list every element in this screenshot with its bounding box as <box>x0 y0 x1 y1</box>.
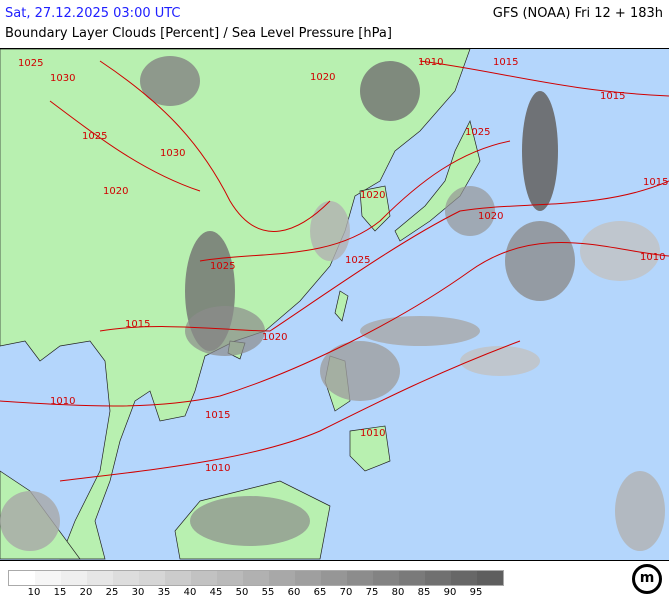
legend-label: 70 <box>339 587 353 598</box>
legend-label: 40 <box>183 587 197 598</box>
taiwan <box>334 290 349 322</box>
legend-swatch <box>373 571 399 585</box>
legend-label: 15 <box>53 587 67 598</box>
legend-label: 45 <box>209 587 223 598</box>
legend-swatch <box>295 571 321 585</box>
legend-swatch <box>87 571 113 585</box>
legend-swatch <box>347 571 373 585</box>
legend-label: 10 <box>27 587 41 598</box>
legend-swatch <box>321 571 347 585</box>
mindanao <box>349 425 391 472</box>
legend-swatch <box>9 571 35 585</box>
isobar-label: 1020 <box>360 190 385 201</box>
cloud-legend <box>8 570 504 586</box>
legend-label: 80 <box>391 587 405 598</box>
model-run: GFS (NOAA) Fri 12 + 183h <box>492 6 663 21</box>
isobar-label: 1025 <box>465 127 490 138</box>
map-title: Boundary Layer Clouds [Percent] / Sea Le… <box>5 26 392 41</box>
legend-swatch <box>191 571 217 585</box>
isobar-label: 1015 <box>643 177 668 188</box>
legend-swatch <box>477 571 503 585</box>
weather-map[interactable]: 1025 1030 1020 1015 1010 1025 1020 1015 … <box>0 48 669 561</box>
legend-swatch <box>451 571 477 585</box>
legend-label: 55 <box>261 587 275 598</box>
isobar-label: 1025 <box>210 261 235 272</box>
legend-swatch <box>269 571 295 585</box>
legend-label: 75 <box>365 587 379 598</box>
japan <box>394 119 481 242</box>
legend-label: 50 <box>235 587 249 598</box>
map-svg: 1025 1030 1020 1015 1010 1025 1020 1015 … <box>0 48 669 560</box>
isobar-label: 1015 <box>205 410 230 421</box>
legend-swatch <box>165 571 191 585</box>
cloud-cover <box>0 56 665 551</box>
legend-swatch <box>139 571 165 585</box>
legend-label: 35 <box>157 587 171 598</box>
legend-label: 30 <box>131 587 145 598</box>
legend-swatch <box>61 571 87 585</box>
isobar-label: 1025 <box>345 255 370 266</box>
isobar-label: 1020 <box>262 332 287 343</box>
isobar-label: 1025 <box>82 131 107 142</box>
legend-label: 95 <box>469 587 483 598</box>
legend-label: 85 <box>417 587 431 598</box>
isobar-label: 1020 <box>478 211 503 222</box>
isobar-label: 1020 <box>103 186 128 197</box>
legend-label: 90 <box>443 587 457 598</box>
isobars <box>0 60 669 482</box>
isobar-label: 1030 <box>160 148 185 159</box>
isobar-label: 1020 <box>310 72 335 83</box>
isobar-label: 1015 <box>493 57 518 68</box>
isobar-label: 1010 <box>50 396 75 407</box>
legend-swatch <box>243 571 269 585</box>
isobar-labels: 1025 1030 1020 1015 1010 1025 1020 1015 … <box>18 57 668 474</box>
legend-label: 65 <box>313 587 327 598</box>
isobar-label: 1010 <box>205 463 230 474</box>
forecast-datetime: Sat, 27.12.2025 03:00 UTC <box>5 6 181 21</box>
isobar-label: 1010 <box>640 252 665 263</box>
legend-label: 25 <box>105 587 119 598</box>
isobar-label: 1010 <box>418 57 443 68</box>
header: Sat, 27.12.2025 03:00 UTC Boundary Layer… <box>0 0 669 48</box>
isobar-label: 1025 <box>18 58 43 69</box>
legend-label: 20 <box>79 587 93 598</box>
isobar-label: 1030 <box>50 73 75 84</box>
asia-mainland <box>0 48 471 560</box>
legend-swatch <box>425 571 451 585</box>
isobar-label: 1010 <box>360 428 385 439</box>
korea <box>359 185 391 232</box>
legend-label: 60 <box>287 587 301 598</box>
meteoblue-logo: m <box>632 564 662 594</box>
legend-swatch <box>217 571 243 585</box>
isobar-label: 1015 <box>125 319 150 330</box>
isobar-label: 1015 <box>600 91 625 102</box>
legend-swatch <box>35 571 61 585</box>
legend-swatch <box>113 571 139 585</box>
legend-swatch <box>399 571 425 585</box>
